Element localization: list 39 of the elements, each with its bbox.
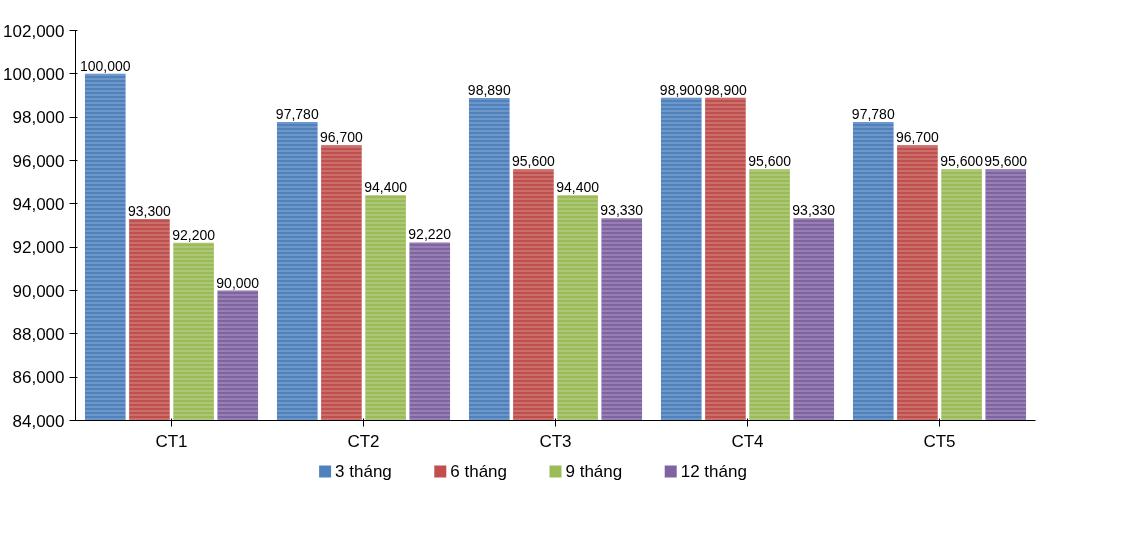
- x-tick-label: CT1: [155, 431, 188, 451]
- y-tick-label: 98,000: [12, 108, 65, 128]
- data-label: 90,000: [216, 274, 260, 291]
- data-label: 93,300: [128, 203, 172, 219]
- data-label: 95,600: [748, 153, 792, 170]
- data-label: 95,600: [512, 153, 556, 170]
- data-label: 92,220: [408, 226, 452, 243]
- x-tick-label: CT5: [923, 431, 956, 451]
- y-tick-label: 88,000: [12, 324, 65, 344]
- data-label: 93,330: [792, 202, 836, 219]
- y-tick-label: 96,000: [12, 151, 65, 171]
- data-label: 94,400: [364, 179, 408, 196]
- data-label: 98,890: [467, 81, 511, 98]
- legend-label: 6 tháng: [450, 462, 508, 481]
- data-label: 100,000: [79, 57, 131, 74]
- x-tick-label: CT3: [539, 431, 572, 451]
- data-label: 96,700: [320, 129, 364, 146]
- y-tick-label: 90,000: [12, 281, 65, 301]
- data-label: 98,900: [704, 81, 748, 98]
- y-tick-label: 84,000: [12, 411, 65, 431]
- data-label: 92,200: [172, 226, 216, 243]
- legend-label: 3 tháng: [335, 462, 392, 481]
- y-tick-label: 100,000: [3, 64, 65, 84]
- data-label: 98,900: [659, 81, 703, 98]
- x-tick-label: CT4: [731, 431, 764, 451]
- data-label: 93,330: [600, 202, 644, 219]
- data-label: 94,400: [556, 179, 600, 196]
- data-label: 96,700: [896, 129, 940, 146]
- y-tick-label: 102,000: [3, 21, 65, 41]
- y-tick-label: 94,000: [12, 194, 65, 214]
- legend-label: 12 tháng: [680, 462, 747, 481]
- y-tick-label: 86,000: [12, 368, 65, 388]
- x-tick-label: CT2: [347, 431, 380, 451]
- data-label: 97,780: [851, 105, 895, 122]
- data-label: 97,780: [275, 105, 319, 122]
- data-label: 95,600: [984, 153, 1028, 170]
- y-tick-label: 92,000: [12, 238, 65, 258]
- legend-label: 9 tháng: [565, 462, 623, 481]
- data-label: 95,600: [940, 153, 984, 170]
